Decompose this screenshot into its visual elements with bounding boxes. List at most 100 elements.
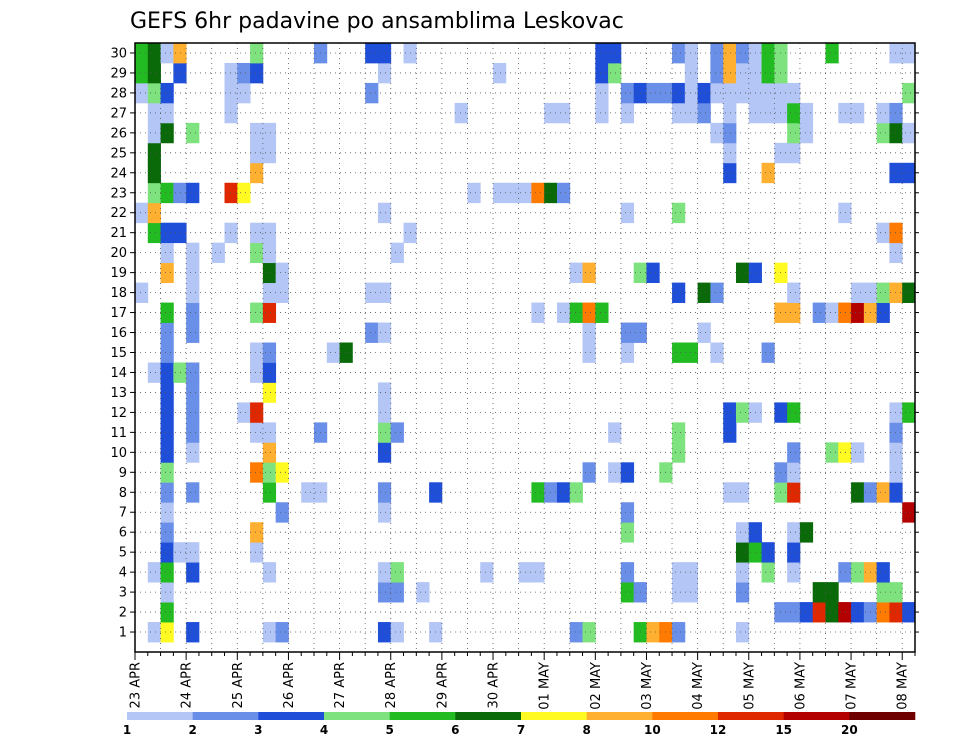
y-tick-label: 19	[110, 266, 127, 281]
heatmap-cell	[876, 122, 890, 144]
x-tick-label: 26 APR	[282, 662, 297, 708]
heatmap-cell	[186, 442, 200, 463]
heatmap-cell	[160, 82, 174, 104]
heatmap-cell	[851, 562, 865, 583]
heatmap-cell	[889, 602, 903, 623]
colorbar-label: 8	[582, 723, 590, 737]
heatmap-cell	[799, 102, 814, 124]
heatmap-cell	[608, 62, 622, 84]
heatmap-cell	[377, 62, 392, 84]
heatmap-cell	[250, 43, 264, 64]
heatmap-cell	[377, 402, 392, 423]
heatmap-cell	[684, 562, 699, 583]
heatmap-cell	[697, 282, 711, 303]
heatmap-cell	[377, 482, 392, 503]
heatmap-cell	[377, 562, 392, 583]
colorbar-label: 6	[451, 723, 459, 737]
y-tick-label: 6	[119, 526, 127, 541]
heatmap-cell	[723, 482, 737, 503]
heatmap-cell	[262, 302, 277, 323]
heatmap-cell	[889, 102, 903, 124]
heatmap-cell	[902, 502, 916, 523]
heatmap-cell	[390, 242, 404, 264]
colorbar-label: 20	[841, 723, 858, 737]
x-tick-label: 01 MAY	[538, 662, 553, 710]
colorbar-label: 2	[188, 723, 196, 737]
heatmap-cell	[723, 62, 737, 84]
heatmap-cell	[735, 562, 750, 583]
heatmap-cell	[646, 622, 660, 643]
heatmap-cell	[531, 302, 545, 323]
heatmap-cell	[799, 522, 814, 543]
x-tick-label: 25 APR	[231, 662, 246, 708]
heatmap-cell	[326, 342, 340, 363]
heatmap-cell	[173, 182, 187, 204]
heatmap-cell	[186, 282, 200, 303]
heatmap-cell	[851, 102, 865, 124]
heatmap-cell	[250, 422, 264, 443]
heatmap-cell	[902, 82, 916, 104]
heatmap-cell	[723, 402, 737, 423]
heatmap-cell	[160, 622, 174, 643]
heatmap-cell	[275, 282, 289, 303]
heatmap-cell	[582, 302, 596, 323]
y-tick-label: 24	[110, 166, 127, 181]
heatmap-cell	[620, 202, 635, 224]
heatmap-cell	[723, 162, 737, 184]
heatmap-cell	[147, 162, 161, 184]
heatmap-cell	[160, 182, 174, 204]
heatmap-cell	[262, 262, 277, 284]
heatmap-cell	[147, 43, 161, 64]
heatmap-cell	[787, 462, 801, 483]
colorbar-swatch	[652, 712, 719, 720]
heatmap-cell	[160, 122, 174, 144]
heatmap-cell	[531, 482, 545, 503]
heatmap-cell	[416, 582, 430, 603]
heatmap-cell	[838, 602, 852, 623]
heatmap-cell	[160, 322, 174, 343]
heatmap-cell	[186, 362, 200, 383]
colorbar-swatch	[192, 712, 259, 720]
heatmap-cell	[710, 62, 724, 84]
heatmap-cell	[851, 482, 865, 503]
heatmap-cell	[173, 62, 187, 84]
heatmap-cell	[825, 442, 839, 463]
heatmap-cell	[672, 43, 686, 64]
heatmap-cell	[275, 462, 289, 483]
heatmap-cell	[672, 82, 686, 104]
y-tick-label: 23	[110, 186, 127, 201]
colorbar-label: 4	[320, 723, 328, 737]
colorbar-swatch	[258, 712, 325, 720]
x-tick-label: 06 MAY	[793, 662, 808, 710]
heatmap-cell	[186, 482, 200, 503]
heatmap-cell	[173, 542, 187, 563]
heatmap-cell	[377, 202, 392, 224]
x-tick-label: 29 APR	[435, 662, 450, 708]
colorbar-label: 15	[775, 723, 792, 737]
grid-lines	[135, 43, 915, 652]
heatmap-cell	[595, 82, 609, 104]
heatmap-cell	[876, 482, 890, 503]
heatmap-cell	[135, 62, 149, 84]
heatmap-cell	[262, 122, 277, 144]
y-tick-label: 30	[110, 46, 127, 61]
heatmap-cell	[838, 442, 852, 463]
heatmap-cell	[620, 462, 635, 483]
heatmap-cell	[160, 502, 174, 523]
heatmap-cell	[186, 562, 200, 583]
heatmap-cell	[787, 122, 801, 144]
plot-frame	[134, 42, 916, 653]
heatmap-cell	[889, 162, 903, 184]
heatmap-cell	[787, 402, 801, 423]
heatmap-cell	[620, 82, 635, 104]
y-tick-label: 16	[110, 326, 127, 341]
heatmap-cell	[761, 342, 775, 363]
heatmap-cell	[787, 442, 801, 463]
heatmap-cell	[160, 522, 174, 543]
heatmap-cell	[799, 122, 814, 144]
y-tick-label: 1	[119, 626, 127, 641]
colorbar-swatch	[127, 712, 193, 720]
heatmap-cell	[186, 262, 200, 284]
heatmap-cell	[160, 222, 174, 244]
